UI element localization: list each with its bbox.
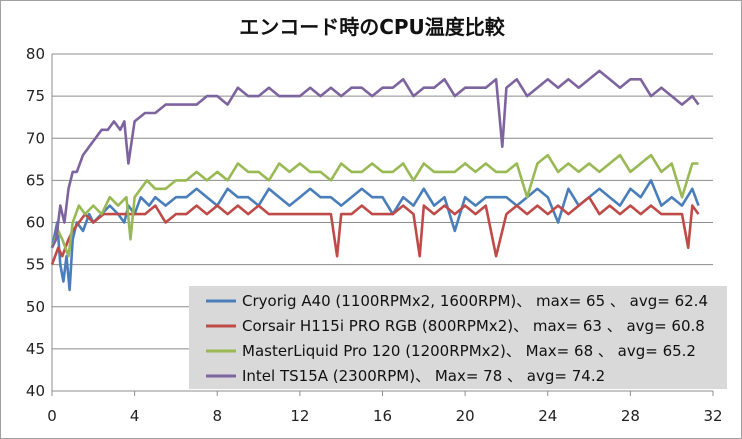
y-tick-label: 40: [26, 382, 45, 400]
y-tick-label: 50: [26, 298, 45, 316]
y-tick-label: 75: [26, 87, 45, 105]
x-tick-label: 20: [456, 407, 475, 425]
series-line-1: [50, 179, 700, 292]
y-tick-label: 55: [26, 256, 45, 274]
series-line-3: [50, 153, 699, 258]
legend-label-2: Corsair H115i PRO RGB (800RPMx2)、 max= 6…: [242, 317, 705, 335]
grid-lines: [52, 53, 713, 392]
x-tick-label: 0: [47, 407, 57, 425]
chart-title: エンコード時のCPU温度比較: [239, 15, 506, 39]
axes: 40 45 50 55 60 65 70 75 80 0 4 8 12 16 20 24 28 32: [26, 45, 723, 425]
y-tick-label: 70: [26, 129, 45, 147]
legend-label-1: Cryorig A40 (1100RPMx2, 1600RPM)、 max= 6…: [242, 292, 708, 310]
legend: Cryorig A40 (1100RPMx2, 1600RPM)、 max= 6…: [189, 286, 727, 389]
legend-label-3: MasterLiquid Pro 120 (1200RPMx2)、 Max= 6…: [242, 342, 696, 360]
x-tick-label: 4: [130, 407, 140, 425]
y-tick-label: 65: [26, 171, 45, 189]
x-tick-label: 16: [373, 407, 392, 425]
y-tick-label: 45: [26, 340, 45, 358]
x-tick-label: 8: [212, 407, 222, 425]
x-tick-label: 28: [621, 407, 640, 425]
y-tick-label: 80: [26, 45, 45, 63]
series-line-2: [50, 195, 700, 266]
x-tick-label: 12: [290, 407, 309, 425]
series-lines: [50, 69, 700, 292]
series-line-4: [50, 69, 700, 249]
y-tick-label: 60: [26, 214, 45, 232]
x-tick-label: 24: [538, 407, 557, 425]
legend-box: [189, 286, 727, 389]
x-tick-label: 32: [703, 407, 722, 425]
legend-label-4: Intel TS15A (2300RPM)、 Max= 78 、 avg= 74…: [242, 367, 605, 385]
